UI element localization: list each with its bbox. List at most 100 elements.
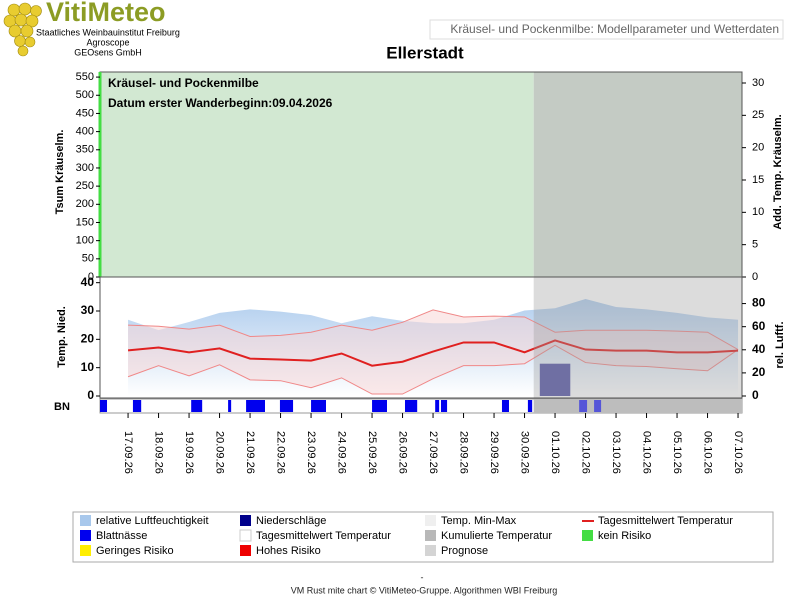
- leaf-wetness: [279, 400, 294, 412]
- y-tick-label: 300: [76, 162, 94, 174]
- y2-tick-label: 0: [752, 388, 759, 402]
- x-tick-label: 03.10.26: [610, 431, 622, 474]
- x-tick-label: 25.09.26: [366, 431, 378, 474]
- legend-label: Tagesmittelwert Temperatur: [256, 530, 391, 542]
- x-tick-label: 19.09.26: [183, 431, 195, 474]
- y-tick-label: 350: [76, 144, 94, 156]
- x-tick-label: 23.09.26: [305, 431, 317, 474]
- y2-tick-label: 60: [752, 319, 766, 333]
- leaf-wetness: [191, 400, 203, 412]
- y2-tick-label: 15: [752, 174, 764, 186]
- footer-dash: -: [421, 572, 424, 582]
- legend-label: Temp. Min-Max: [441, 515, 517, 527]
- legend-box: [72, 511, 774, 563]
- x-tick-label: 17.09.26: [122, 431, 134, 474]
- legend-swatch: [239, 529, 252, 542]
- y2-tick-label: 40: [752, 342, 766, 356]
- logo-grapes: [3, 2, 42, 57]
- legend-label: Blattnässe: [96, 530, 147, 542]
- x-tick-label: 30.09.26: [519, 431, 531, 474]
- x-tick-label: 01.10.26: [549, 431, 561, 474]
- leaf-wetness: [440, 400, 448, 412]
- leaf-wetness: [594, 400, 602, 412]
- legend-swatch: [240, 545, 251, 556]
- leaf-wetness: [246, 400, 265, 412]
- y2-tick-label: 20: [752, 142, 764, 154]
- x-tick-label: 06.10.26: [702, 431, 714, 474]
- x-tick-label: 22.09.26: [275, 431, 287, 474]
- temp-min-line: [127, 344, 739, 395]
- forecast-region: [533, 277, 742, 398]
- legend-label: Tagesmittelwert Temperatur: [598, 515, 733, 527]
- y2-tick-label: 80: [752, 296, 766, 310]
- x-tick-label: 24.09.26: [336, 431, 348, 474]
- legend-swatch: [425, 545, 436, 556]
- legend-swatch: [80, 530, 91, 541]
- leaf-wetness: [100, 400, 108, 412]
- y-tick-label: 40: [81, 275, 95, 289]
- legend-label: Hohes Risiko: [256, 545, 321, 557]
- y2-tick-label: 10: [752, 206, 764, 218]
- temp-max-line: [128, 309, 739, 350]
- y-tick-label: 250: [76, 180, 94, 192]
- leaf-wetness: [404, 400, 418, 412]
- legend-swatch: [80, 515, 91, 526]
- x-tick-label: 27.09.26: [427, 431, 439, 474]
- leaf-wetness: [132, 400, 142, 412]
- y-tick-label: 150: [76, 216, 94, 228]
- leaf-wetness: [435, 400, 440, 412]
- legend-label: Niederschläge: [256, 515, 326, 527]
- legend-swatch: [425, 515, 436, 526]
- y-tick-label: 50: [82, 253, 94, 265]
- footer-credit: VM Rust mite chart © VitiMeteo-Gruppe. A…: [291, 585, 558, 595]
- temp-mean-line: [127, 339, 739, 367]
- banner-box: [429, 19, 784, 40]
- y2-tick-label: 0: [752, 271, 758, 283]
- legend-swatch: [582, 530, 593, 541]
- precipitation-bar: [539, 363, 571, 396]
- x-tick-label: 18.09.26: [153, 431, 165, 474]
- y2-tick-label: 25: [752, 109, 764, 121]
- x-tick-label: 02.10.26: [580, 431, 592, 474]
- leaf-wetness: [579, 400, 588, 412]
- leaf-wetness: [228, 400, 232, 412]
- strip-label: BN: [54, 401, 70, 413]
- legend-label: Kumulierte Temperatur: [441, 530, 552, 542]
- legend-label: Geringes Risiko: [96, 545, 174, 557]
- y-tick-label: 450: [76, 107, 94, 119]
- y-tick-label: 30: [81, 303, 95, 317]
- legend-swatch: [425, 530, 436, 541]
- x-tick-label: 04.10.26: [641, 431, 653, 474]
- x-tick-label: 28.09.26: [458, 431, 470, 474]
- forecast-region: [533, 72, 742, 277]
- legend-swatch: [240, 515, 251, 526]
- y-tick-label: 200: [76, 198, 94, 210]
- x-tick-label: 21.09.26: [244, 431, 256, 474]
- y-tick-label: 100: [76, 235, 94, 247]
- y-tick-label: 550: [76, 71, 94, 83]
- y2-tick-label: 30: [752, 77, 764, 89]
- legend-label: relative Luftfeuchtigkeit: [96, 515, 209, 527]
- logo-text: VitiMeteo: [46, 0, 166, 27]
- legend-label: Prognose: [441, 545, 488, 557]
- x-tick-label: 20.09.26: [214, 431, 226, 474]
- y-tick-label: 10: [81, 360, 95, 374]
- y-axis-label: Temp. Nied.: [56, 306, 68, 368]
- chart-title: Ellerstadt: [386, 43, 464, 62]
- legend-swatch: [80, 545, 91, 556]
- y2-tick-label: 20: [752, 365, 766, 379]
- annotation: Kräusel- und Pockenmilbe: [108, 76, 259, 90]
- plot-frame: [99, 276, 743, 399]
- logo-line: GEOsens GmbH: [74, 47, 142, 57]
- y2-tick-label: 5: [752, 239, 758, 251]
- y2-axis-label: rel. Luftf.: [774, 321, 786, 368]
- y-tick-label: 0: [88, 271, 94, 283]
- leaf-wetness: [501, 400, 509, 412]
- y-tick-label: 400: [76, 126, 94, 138]
- legend-label: kein Risiko: [598, 530, 651, 542]
- logo-line: Agroscope: [86, 37, 129, 47]
- leaf-wetness: [311, 400, 326, 412]
- strip-forecast: [533, 399, 742, 413]
- y-tick-label: 0: [87, 388, 94, 402]
